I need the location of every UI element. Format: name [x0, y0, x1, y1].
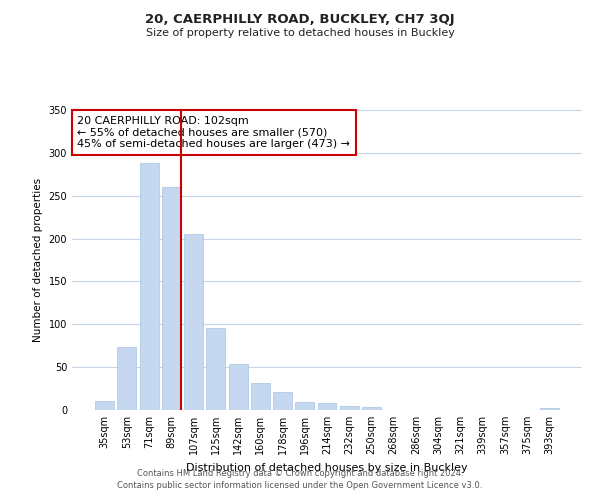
Bar — [540, 408, 559, 410]
Text: Contains public sector information licensed under the Open Government Licence v3: Contains public sector information licen… — [118, 481, 482, 490]
Bar — [95, 402, 114, 410]
Bar — [251, 384, 270, 410]
Bar — [295, 402, 314, 410]
X-axis label: Distribution of detached houses by size in Buckley: Distribution of detached houses by size … — [186, 462, 468, 472]
Bar — [206, 328, 225, 410]
Text: Contains HM Land Registry data © Crown copyright and database right 2024.: Contains HM Land Registry data © Crown c… — [137, 468, 463, 477]
Bar — [162, 187, 181, 410]
Text: Size of property relative to detached houses in Buckley: Size of property relative to detached ho… — [146, 28, 454, 38]
Bar — [273, 392, 292, 410]
Bar — [118, 346, 136, 410]
Text: 20, CAERPHILLY ROAD, BUCKLEY, CH7 3QJ: 20, CAERPHILLY ROAD, BUCKLEY, CH7 3QJ — [145, 12, 455, 26]
Bar — [229, 364, 248, 410]
Text: 20 CAERPHILLY ROAD: 102sqm
← 55% of detached houses are smaller (570)
45% of sem: 20 CAERPHILLY ROAD: 102sqm ← 55% of deta… — [77, 116, 350, 149]
Y-axis label: Number of detached properties: Number of detached properties — [33, 178, 43, 342]
Bar — [140, 163, 158, 410]
Bar — [362, 406, 381, 410]
Bar — [184, 234, 203, 410]
Bar — [340, 406, 359, 410]
Bar — [317, 403, 337, 410]
